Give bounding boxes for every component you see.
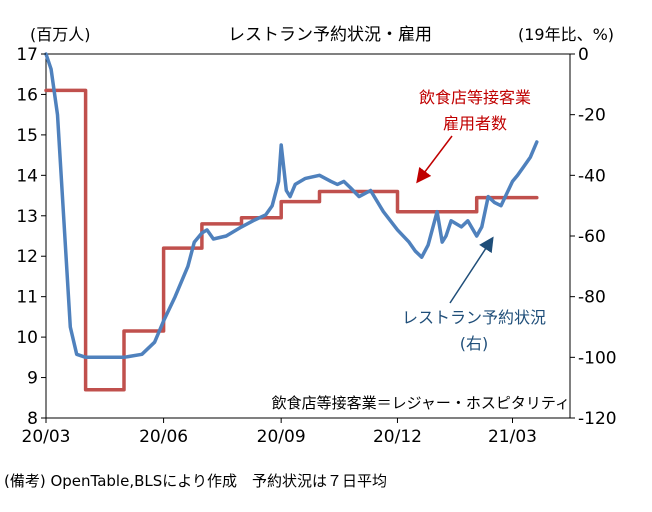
right-axis-tick-label: -120	[578, 409, 617, 429]
employment-annotation-line1: 飲食店等接客業	[419, 88, 531, 107]
left-axis-tick-label: 8	[27, 409, 38, 429]
left-axis-tick-label: 16	[16, 85, 38, 105]
x-axis-tick-label: 20/03	[22, 427, 71, 447]
x-axis-tick-label: 20/09	[257, 427, 306, 447]
source-footnote: (備考) OpenTable,BLSにより作成 予約状況は７日平均	[4, 472, 387, 490]
left-axis-tick-label: 11	[16, 288, 38, 308]
reservations-annotation-line1: レストラン予約状況	[402, 308, 546, 327]
employment-annotation-line2: 雇用者数	[443, 114, 507, 133]
right-axis-tick-label: -60	[578, 227, 606, 247]
series-layer	[44, 52, 539, 392]
left-axis-tick-label: 17	[16, 45, 38, 65]
right-axis-tick-label: -40	[578, 166, 606, 186]
left-axis-tick-label: 14	[16, 166, 38, 186]
left-axis-tick-label: 10	[16, 328, 38, 348]
x-axis-tick-label: 21/03	[488, 427, 537, 447]
x-axis-tick-label: 20/12	[373, 427, 422, 447]
reservations-series-line	[44, 52, 539, 360]
right-axis-tick-label: 0	[578, 45, 589, 65]
left-axis-tick-label: 13	[16, 207, 38, 227]
employment-annotation-arrow	[416, 135, 453, 184]
right-axis-unit: (19年比、%)	[518, 25, 614, 44]
reservations-annotation-line2: (右)	[460, 334, 489, 353]
right-axis-tick-label: -80	[578, 288, 606, 308]
axes: 8 9 10 11 12 13 14 15 16 17 0 -20 -40 -60 -80 -100 -120 2…	[16, 45, 616, 447]
left-axis-unit: (百万人)	[30, 25, 91, 44]
right-axis-tick-label: -20	[578, 106, 606, 126]
left-axis-tick-label: 9	[27, 369, 38, 389]
chart-title: レストラン予約状況・雇用	[228, 25, 432, 45]
reservations-annotation-arrow	[449, 236, 494, 304]
definition-note: 飲食店等接客業＝レジャー・ホスピタリティ	[272, 394, 570, 412]
left-axis-tick-label: 12	[16, 247, 38, 267]
employment-series-line	[44, 88, 539, 392]
right-axis-tick-label: -100	[578, 348, 617, 368]
left-axis-tick-label: 15	[16, 126, 38, 146]
x-axis-tick-label: 20/06	[139, 427, 188, 447]
